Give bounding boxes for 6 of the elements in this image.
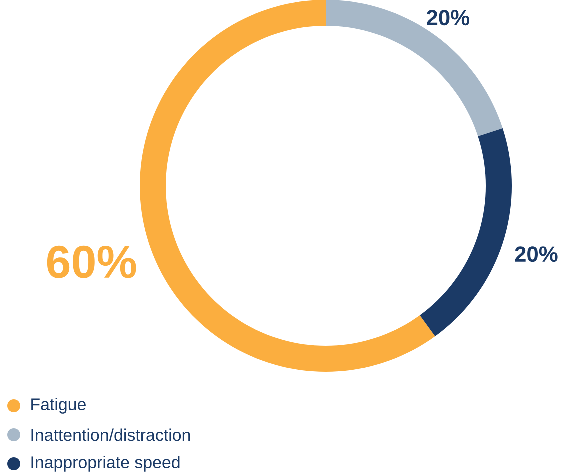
legend-label: Inappropriate speed xyxy=(32,456,180,472)
data-label: 20% xyxy=(427,10,470,26)
legend-label: Inattention/distraction xyxy=(32,428,190,442)
data-label: 60% xyxy=(47,246,136,278)
data-label: 20% xyxy=(515,246,558,262)
legend-label: Fatigue xyxy=(32,398,86,414)
